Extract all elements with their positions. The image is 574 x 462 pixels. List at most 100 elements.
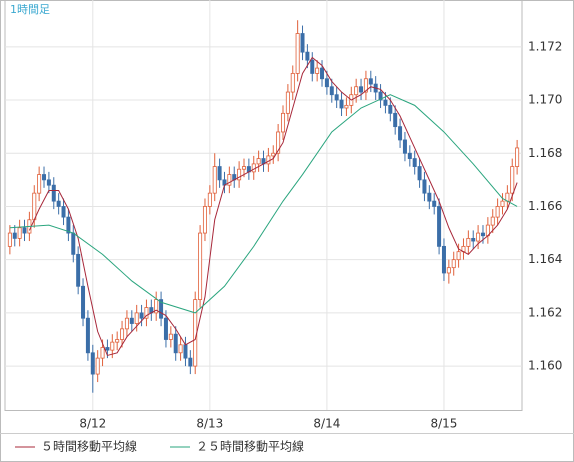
candle-body xyxy=(139,312,144,319)
candle-body xyxy=(393,112,398,128)
candle-body xyxy=(90,352,95,375)
candle-body xyxy=(115,339,120,343)
candle-body xyxy=(85,317,90,354)
candle-body xyxy=(227,174,232,186)
candle-body xyxy=(398,126,403,141)
candle-body xyxy=(95,357,100,375)
candle-body xyxy=(251,163,256,173)
candle-body xyxy=(281,112,286,133)
candle-body xyxy=(183,344,188,359)
candle-body xyxy=(71,232,76,255)
candle-body xyxy=(344,104,349,109)
candle-body xyxy=(51,184,56,202)
candle-body xyxy=(417,166,422,181)
candle-body xyxy=(178,344,183,354)
candle-body xyxy=(207,192,212,207)
y-tick-label: 1.172 xyxy=(528,39,562,53)
candle-body xyxy=(124,317,129,330)
y-tick-label: 1.164 xyxy=(528,252,562,266)
candle-body xyxy=(324,78,329,88)
candle-body xyxy=(471,237,476,242)
legend-label: ５時間移動平均線 xyxy=(41,439,137,454)
candle-body xyxy=(237,168,242,181)
candle-body xyxy=(7,232,12,247)
candle-body xyxy=(368,78,373,85)
candle-body xyxy=(480,232,485,237)
candle-body xyxy=(22,227,27,234)
candle-body xyxy=(154,299,159,314)
candle-body xyxy=(310,59,315,74)
candle-body xyxy=(56,200,61,207)
candle-body xyxy=(212,166,217,194)
candle-body xyxy=(490,216,495,226)
candle-body xyxy=(168,333,173,340)
candle-body xyxy=(188,357,193,367)
x-tick-label: 8/14 xyxy=(313,417,340,431)
candle-body xyxy=(412,158,417,167)
candle-body xyxy=(159,299,164,319)
candle-body xyxy=(266,155,271,165)
candle-body xyxy=(163,317,168,340)
candle-body xyxy=(422,179,427,194)
candle-body xyxy=(42,174,47,181)
moving-average-line xyxy=(9,94,518,314)
candle-body xyxy=(61,206,66,218)
candle-body xyxy=(271,152,276,157)
candle-body xyxy=(451,259,456,269)
candle-body xyxy=(437,206,442,247)
candle-body xyxy=(105,347,110,351)
legend-label: ２５時間移動平均線 xyxy=(196,439,304,454)
y-tick-label: 1.170 xyxy=(528,93,562,107)
candle-body xyxy=(476,232,481,242)
candle-body xyxy=(466,237,471,247)
candle-body xyxy=(198,232,203,300)
candle-body xyxy=(290,73,295,93)
candle-body xyxy=(441,245,446,274)
candle-body xyxy=(285,91,290,114)
candle-body xyxy=(456,251,461,261)
candle-body xyxy=(134,312,139,324)
candle-body xyxy=(446,267,451,274)
y-tick-label: 1.162 xyxy=(528,305,562,319)
candle-body xyxy=(305,51,310,61)
candle-body xyxy=(110,341,115,351)
candle-body xyxy=(81,285,86,319)
chart-title: 1時間足 xyxy=(10,3,50,16)
y-tick-label: 1.166 xyxy=(528,199,562,213)
candle-body xyxy=(256,158,261,165)
candle-body xyxy=(378,91,383,101)
candle-body xyxy=(173,333,178,354)
candle-body xyxy=(144,307,149,319)
x-tick-label: 8/13 xyxy=(196,417,223,431)
candle-body xyxy=(12,232,17,239)
candle-body xyxy=(334,94,339,101)
candle-body xyxy=(100,347,105,359)
x-tick-label: 8/15 xyxy=(430,417,457,431)
candle-body xyxy=(46,179,51,186)
candle-body xyxy=(500,200,505,207)
candle-body xyxy=(66,216,71,234)
candle-body xyxy=(295,33,300,74)
candle-body xyxy=(320,67,325,80)
candle-body xyxy=(300,33,305,53)
candle-body xyxy=(407,152,412,159)
candle-body xyxy=(505,192,510,202)
candle-body xyxy=(388,104,393,114)
candle-body xyxy=(217,166,222,181)
candle-body xyxy=(276,131,281,154)
candle-body xyxy=(359,86,364,93)
candle-body xyxy=(241,166,246,170)
candle-body xyxy=(329,86,334,96)
candle-body xyxy=(120,328,125,340)
candle-body xyxy=(129,317,134,324)
candle-body xyxy=(76,253,81,287)
candle-body xyxy=(432,200,437,207)
candle-body xyxy=(510,166,515,194)
candle-body xyxy=(17,227,22,239)
candle-body xyxy=(37,174,42,194)
candle-body xyxy=(202,206,207,234)
y-tick-label: 1.168 xyxy=(528,146,562,160)
candle-body xyxy=(363,78,368,93)
candle-body xyxy=(32,192,37,221)
